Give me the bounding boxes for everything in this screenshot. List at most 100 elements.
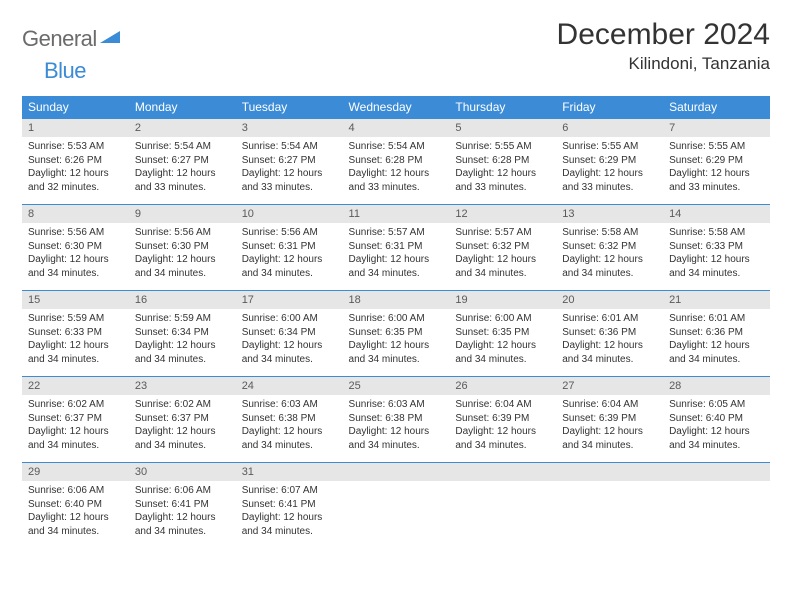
sunrise-line: Sunrise: 6:04 AM bbox=[455, 398, 550, 412]
day-number-cell: 24 bbox=[236, 377, 343, 396]
sunrise-line: Sunrise: 6:00 AM bbox=[349, 312, 444, 326]
daylight-line: Daylight: 12 hours and 33 minutes. bbox=[455, 167, 550, 194]
sunset-line: Sunset: 6:31 PM bbox=[242, 240, 337, 254]
day-number-cell: 20 bbox=[556, 291, 663, 310]
daylight-line: Daylight: 12 hours and 34 minutes. bbox=[455, 339, 550, 366]
sunset-line: Sunset: 6:28 PM bbox=[455, 154, 550, 168]
day-content-cell: Sunrise: 5:56 AMSunset: 6:30 PMDaylight:… bbox=[129, 223, 236, 291]
sunrise-line: Sunrise: 6:05 AM bbox=[669, 398, 764, 412]
day-content-row: Sunrise: 6:06 AMSunset: 6:40 PM Daylight:… bbox=[22, 481, 770, 548]
sunset-line: Sunset: 6:29 PM bbox=[669, 154, 764, 168]
daylight-line: Daylight: 12 hours and 34 minutes. bbox=[135, 425, 230, 452]
sunrise-line: Sunrise: 5:55 AM bbox=[669, 140, 764, 154]
day-number-cell: 7 bbox=[663, 119, 770, 138]
sunrise-line: Sunrise: 5:57 AM bbox=[349, 226, 444, 240]
day-number-cell: 21 bbox=[663, 291, 770, 310]
day-content-cell: Sunrise: 5:55 AMSunset: 6:29 PMDaylight:… bbox=[663, 137, 770, 205]
sunset-line: Sunset: 6:26 PM bbox=[28, 154, 123, 168]
sunset-line: Sunset: 6:40 PM bbox=[28, 498, 123, 512]
daylight-line: Daylight: 12 hours and 34 minutes. bbox=[28, 253, 123, 280]
daylight-line: Daylight: 12 hours and 33 minutes. bbox=[349, 167, 444, 194]
daylight-line: Daylight: 12 hours and 34 minutes. bbox=[669, 253, 764, 280]
sunrise-line: Sunrise: 5:57 AM bbox=[455, 226, 550, 240]
sunrise-line: Sunrise: 5:53 AM bbox=[28, 140, 123, 154]
day-content-cell: Sunrise: 5:53 AMSunset: 6:26 PMDaylight:… bbox=[22, 137, 129, 205]
day-number-cell: 17 bbox=[236, 291, 343, 310]
day-content-cell: Sunrise: 5:54 AMSunset: 6:27 PMDaylight:… bbox=[129, 137, 236, 205]
day-number-cell: 27 bbox=[556, 377, 663, 396]
logo-triangle-icon bbox=[100, 29, 122, 50]
day-number-cell bbox=[556, 463, 663, 482]
sunrise-line: Sunrise: 6:06 AM bbox=[28, 484, 123, 498]
day-content-cell: Sunrise: 6:02 AMSunset: 6:37 PMDaylight:… bbox=[22, 395, 129, 463]
sunset-line: Sunset: 6:30 PM bbox=[135, 240, 230, 254]
sunrise-line: Sunrise: 6:04 AM bbox=[562, 398, 657, 412]
sunset-line: Sunset: 6:28 PM bbox=[349, 154, 444, 168]
logo-text-1: General bbox=[22, 26, 97, 52]
day-content-cell: Sunrise: 5:59 AMSunset: 6:34 PMDaylight:… bbox=[129, 309, 236, 377]
month-title: December 2024 bbox=[557, 18, 770, 52]
sunrise-line: Sunrise: 5:59 AM bbox=[28, 312, 123, 326]
sunset-line: Sunset: 6:33 PM bbox=[28, 326, 123, 340]
day-number-cell: 5 bbox=[449, 119, 556, 138]
sunset-line: Sunset: 6:34 PM bbox=[242, 326, 337, 340]
day-content-cell: Sunrise: 6:01 AMSunset: 6:36 PMDaylight:… bbox=[663, 309, 770, 377]
day-number-cell bbox=[449, 463, 556, 482]
daylight-line: Daylight: 12 hours and 33 minutes. bbox=[242, 167, 337, 194]
daylight-line: Daylight: 12 hours and 34 minutes. bbox=[28, 339, 123, 366]
day-number-cell: 15 bbox=[22, 291, 129, 310]
sunrise-line: Sunrise: 5:56 AM bbox=[242, 226, 337, 240]
day-header-fri: Friday bbox=[556, 96, 663, 119]
logo: General bbox=[22, 18, 124, 52]
sunset-line: Sunset: 6:37 PM bbox=[28, 412, 123, 426]
day-number-cell: 30 bbox=[129, 463, 236, 482]
day-header-row: Sunday Monday Tuesday Wednesday Thursday… bbox=[22, 96, 770, 119]
day-content-cell bbox=[556, 481, 663, 548]
day-header-thu: Thursday bbox=[449, 96, 556, 119]
day-number-row: 22232425262728 bbox=[22, 377, 770, 396]
sunset-line: Sunset: 6:38 PM bbox=[349, 412, 444, 426]
day-content-cell bbox=[663, 481, 770, 548]
sunrise-line: Sunrise: 5:54 AM bbox=[135, 140, 230, 154]
day-header-sat: Saturday bbox=[663, 96, 770, 119]
day-content-row: Sunrise: 5:59 AMSunset: 6:33 PMDaylight:… bbox=[22, 309, 770, 377]
sunrise-line: Sunrise: 5:54 AM bbox=[242, 140, 337, 154]
day-number-cell: 2 bbox=[129, 119, 236, 138]
day-content-cell: Sunrise: 5:59 AMSunset: 6:33 PMDaylight:… bbox=[22, 309, 129, 377]
day-content-cell: Sunrise: 6:05 AMSunset: 6:40 PMDaylight:… bbox=[663, 395, 770, 463]
day-number-row: 1234567 bbox=[22, 119, 770, 138]
day-content-cell: Sunrise: 5:58 AMSunset: 6:32 PMDaylight:… bbox=[556, 223, 663, 291]
sunset-line: Sunset: 6:36 PM bbox=[562, 326, 657, 340]
sunrise-line: Sunrise: 6:01 AM bbox=[669, 312, 764, 326]
day-content-cell: Sunrise: 6:04 AMSunset: 6:39 PMDaylight:… bbox=[449, 395, 556, 463]
day-content-cell bbox=[449, 481, 556, 548]
day-number-cell: 6 bbox=[556, 119, 663, 138]
sunset-line: Sunset: 6:41 PM bbox=[242, 498, 337, 512]
day-header-sun: Sunday bbox=[22, 96, 129, 119]
sunrise-line: Sunrise: 6:00 AM bbox=[242, 312, 337, 326]
sunrise-line: Sunrise: 5:54 AM bbox=[349, 140, 444, 154]
day-content-row: Sunrise: 5:56 AM Sunset: 6:30 PM Daylight:… bbox=[22, 223, 770, 291]
day-content-cell: Sunrise: 5:54 AMSunset: 6:28 PMDaylight:… bbox=[343, 137, 450, 205]
day-content-cell: Sunrise: 6:04 AMSunset: 6:39 PMDaylight:… bbox=[556, 395, 663, 463]
day-number-cell: 13 bbox=[556, 205, 663, 224]
day-content-cell: Sunrise: 6:07 AMSunset: 6:41 PMDaylight:… bbox=[236, 481, 343, 548]
daylight-line: Daylight: 12 hours and 34 minutes. bbox=[135, 511, 230, 538]
day-content-cell: Sunrise: 5:55 AMSunset: 6:29 PMDaylight:… bbox=[556, 137, 663, 205]
sunrise-line: Sunrise: 6:03 AM bbox=[242, 398, 337, 412]
sunset-line: Sunset: 6:35 PM bbox=[349, 326, 444, 340]
day-content-cell: Sunrise: 6:00 AMSunset: 6:34 PMDaylight:… bbox=[236, 309, 343, 377]
sunset-line: Sunset: 6:39 PM bbox=[562, 412, 657, 426]
day-number-row: 15161718192021 bbox=[22, 291, 770, 310]
sunset-line: Sunset: 6:32 PM bbox=[455, 240, 550, 254]
daylight-line: Daylight: 12 hours and 34 minutes. bbox=[455, 253, 550, 280]
sunrise-line: Sunrise: 6:02 AM bbox=[28, 398, 123, 412]
day-number-cell: 31 bbox=[236, 463, 343, 482]
daylight-line: Daylight: 12 hours and 34 minutes. bbox=[562, 425, 657, 452]
day-number-cell: 10 bbox=[236, 205, 343, 224]
day-content-cell: Sunrise: 6:06 AMSunset: 6:41 PMDaylight:… bbox=[129, 481, 236, 548]
day-number-cell: 12 bbox=[449, 205, 556, 224]
day-number-cell: 26 bbox=[449, 377, 556, 396]
sunrise-line: Sunrise: 6:00 AM bbox=[455, 312, 550, 326]
day-content-cell: Sunrise: 6:01 AMSunset: 6:36 PMDaylight:… bbox=[556, 309, 663, 377]
